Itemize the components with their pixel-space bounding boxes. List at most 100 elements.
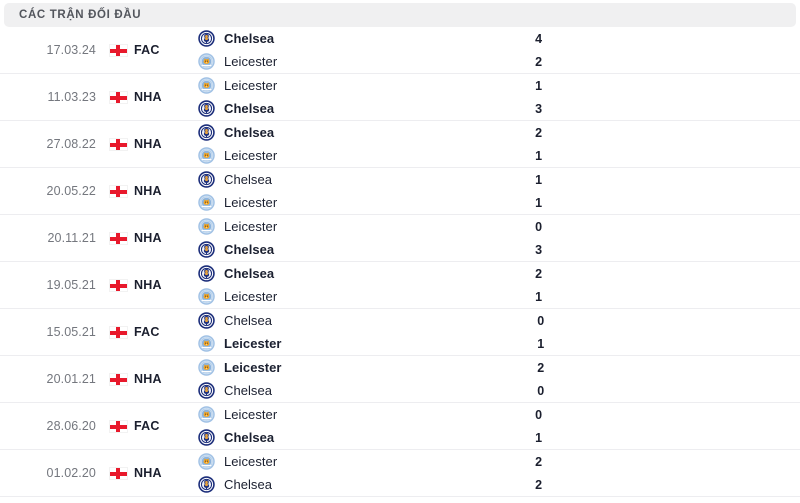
home-team-line[interactable]: Leicester — [198, 403, 459, 426]
match-date-cell: 15.05.21 — [0, 309, 102, 355]
competition-label: NHA — [134, 231, 162, 245]
competition-label: NHA — [134, 278, 162, 292]
away-score: 2 — [535, 477, 543, 492]
away-team-line[interactable]: Leicester — [198, 285, 459, 308]
away-team-line[interactable]: Leicester — [198, 50, 459, 73]
away-team-line[interactable]: Chelsea — [198, 379, 461, 402]
match-teams-cell: Leicester Chelsea — [194, 356, 461, 402]
away-score: 1 — [535, 289, 543, 304]
home-score: 1 — [535, 78, 543, 93]
away-team-name: Chelsea — [224, 477, 273, 492]
england-flag-icon — [109, 278, 128, 292]
away-score-line: 0 — [461, 379, 621, 402]
match-teams-cell: Chelsea Leicester — [194, 168, 459, 214]
away-team-line[interactable]: Leicester — [198, 332, 461, 355]
away-team-line[interactable]: Chelsea — [198, 426, 459, 449]
away-team-line[interactable]: Leicester — [198, 144, 459, 167]
chelsea-crest-icon — [198, 429, 215, 446]
match-date: 20.01.21 — [46, 372, 96, 386]
home-score: 2 — [537, 360, 545, 375]
match-row[interactable]: 20.05.22 NHA Chelsea Leicester 1 1 — [0, 168, 800, 215]
home-team-line[interactable]: Leicester — [198, 450, 459, 473]
away-team-name: Leicester — [224, 195, 278, 210]
home-team-line[interactable]: Chelsea — [198, 27, 459, 50]
match-date: 19.05.21 — [46, 278, 96, 292]
chelsea-crest-icon — [198, 382, 215, 399]
home-score: 2 — [535, 454, 543, 469]
home-score: 1 — [535, 172, 543, 187]
match-row[interactable]: 20.01.21 NHA Leicester Chelsea 2 0 — [0, 356, 800, 403]
home-team-line[interactable]: Leicester — [198, 74, 459, 97]
leicester-crest-icon — [198, 453, 215, 470]
match-row[interactable]: 17.03.24 FAC Chelsea Leicester 4 2 — [0, 27, 800, 74]
match-competition-cell: NHA — [102, 215, 194, 261]
head-to-head-panel: CÁC TRẬN ĐỐI ĐẦU 17.03.24 FAC Chelsea Leice… — [0, 3, 800, 503]
away-team-line[interactable]: Chelsea — [198, 238, 459, 261]
home-team-line[interactable]: Leicester — [198, 356, 461, 379]
head-to-head-match-list: 17.03.24 FAC Chelsea Leicester 4 2 11.03.23 NHA… — [0, 27, 800, 497]
home-score-line: 2 — [459, 262, 619, 285]
away-score-line: 1 — [459, 144, 619, 167]
leicester-crest-icon — [198, 288, 215, 305]
match-competition-cell: NHA — [102, 121, 194, 167]
page-title: CÁC TRẬN ĐỐI ĐẦU — [19, 9, 142, 21]
away-score: 3 — [535, 101, 543, 116]
match-date: 15.05.21 — [46, 325, 96, 339]
match-competition-cell: NHA — [102, 450, 194, 496]
away-team-name: Chelsea — [224, 383, 273, 398]
match-row[interactable]: 20.11.21 NHA Leicester Chelsea 0 3 — [0, 215, 800, 262]
leicester-crest-icon — [198, 406, 215, 423]
chelsea-crest-icon — [198, 312, 215, 329]
match-teams-cell: Chelsea Leicester — [194, 262, 459, 308]
chelsea-crest-icon — [198, 241, 215, 258]
match-row[interactable]: 15.05.21 FAC Chelsea Leicester 0 1 — [0, 309, 800, 356]
away-team-line[interactable]: Chelsea — [198, 473, 459, 496]
home-score: 0 — [535, 219, 543, 234]
competition-label: NHA — [134, 466, 162, 480]
away-score: 1 — [535, 195, 543, 210]
match-row[interactable]: 19.05.21 NHA Chelsea Leicester 2 1 — [0, 262, 800, 309]
home-team-name: Chelsea — [224, 31, 275, 46]
home-team-name: Chelsea — [224, 172, 273, 187]
home-team-line[interactable]: Chelsea — [198, 309, 461, 332]
match-teams-cell: Leicester Chelsea — [194, 74, 459, 120]
match-date-cell: 20.01.21 — [0, 356, 102, 402]
home-team-line[interactable]: Chelsea — [198, 121, 459, 144]
home-score-line: 0 — [459, 403, 619, 426]
leicester-crest-icon — [198, 335, 215, 352]
away-team-line[interactable]: Leicester — [198, 191, 459, 214]
home-team-name: Chelsea — [224, 266, 275, 281]
match-row[interactable]: 27.08.22 NHA Chelsea Leicester 2 1 — [0, 121, 800, 168]
match-row[interactable]: 01.02.20 NHA Leicester Chelsea 2 2 — [0, 450, 800, 497]
away-score: 1 — [537, 336, 545, 351]
match-competition-cell: NHA — [102, 262, 194, 308]
competition-label: FAC — [134, 419, 160, 433]
match-row[interactable]: 28.06.20 FAC Leicester Chelsea 0 1 — [0, 403, 800, 450]
match-date: 28.06.20 — [46, 419, 96, 433]
home-team-line[interactable]: Leicester — [198, 215, 459, 238]
match-teams-cell: Chelsea Leicester — [194, 121, 459, 167]
match-date-cell: 11.03.23 — [0, 74, 102, 120]
row-spacer — [619, 215, 800, 261]
match-date: 27.08.22 — [46, 137, 96, 151]
match-date-cell: 27.08.22 — [0, 121, 102, 167]
home-score-line: 1 — [459, 74, 619, 97]
home-score-line: 2 — [459, 450, 619, 473]
home-team-name: Leicester — [224, 454, 278, 469]
match-date: 17.03.24 — [46, 43, 96, 57]
leicester-crest-icon — [198, 194, 215, 211]
home-team-line[interactable]: Chelsea — [198, 262, 459, 285]
match-date-cell: 28.06.20 — [0, 403, 102, 449]
england-flag-icon — [109, 43, 128, 57]
row-spacer — [619, 262, 800, 308]
row-spacer — [621, 309, 800, 355]
match-date-cell: 19.05.21 — [0, 262, 102, 308]
leicester-crest-icon — [198, 359, 215, 376]
match-row[interactable]: 11.03.23 NHA Leicester Chelsea 1 3 — [0, 74, 800, 121]
home-team-line[interactable]: Chelsea — [198, 168, 459, 191]
away-team-line[interactable]: Chelsea — [198, 97, 459, 120]
match-date: 20.05.22 — [46, 184, 96, 198]
